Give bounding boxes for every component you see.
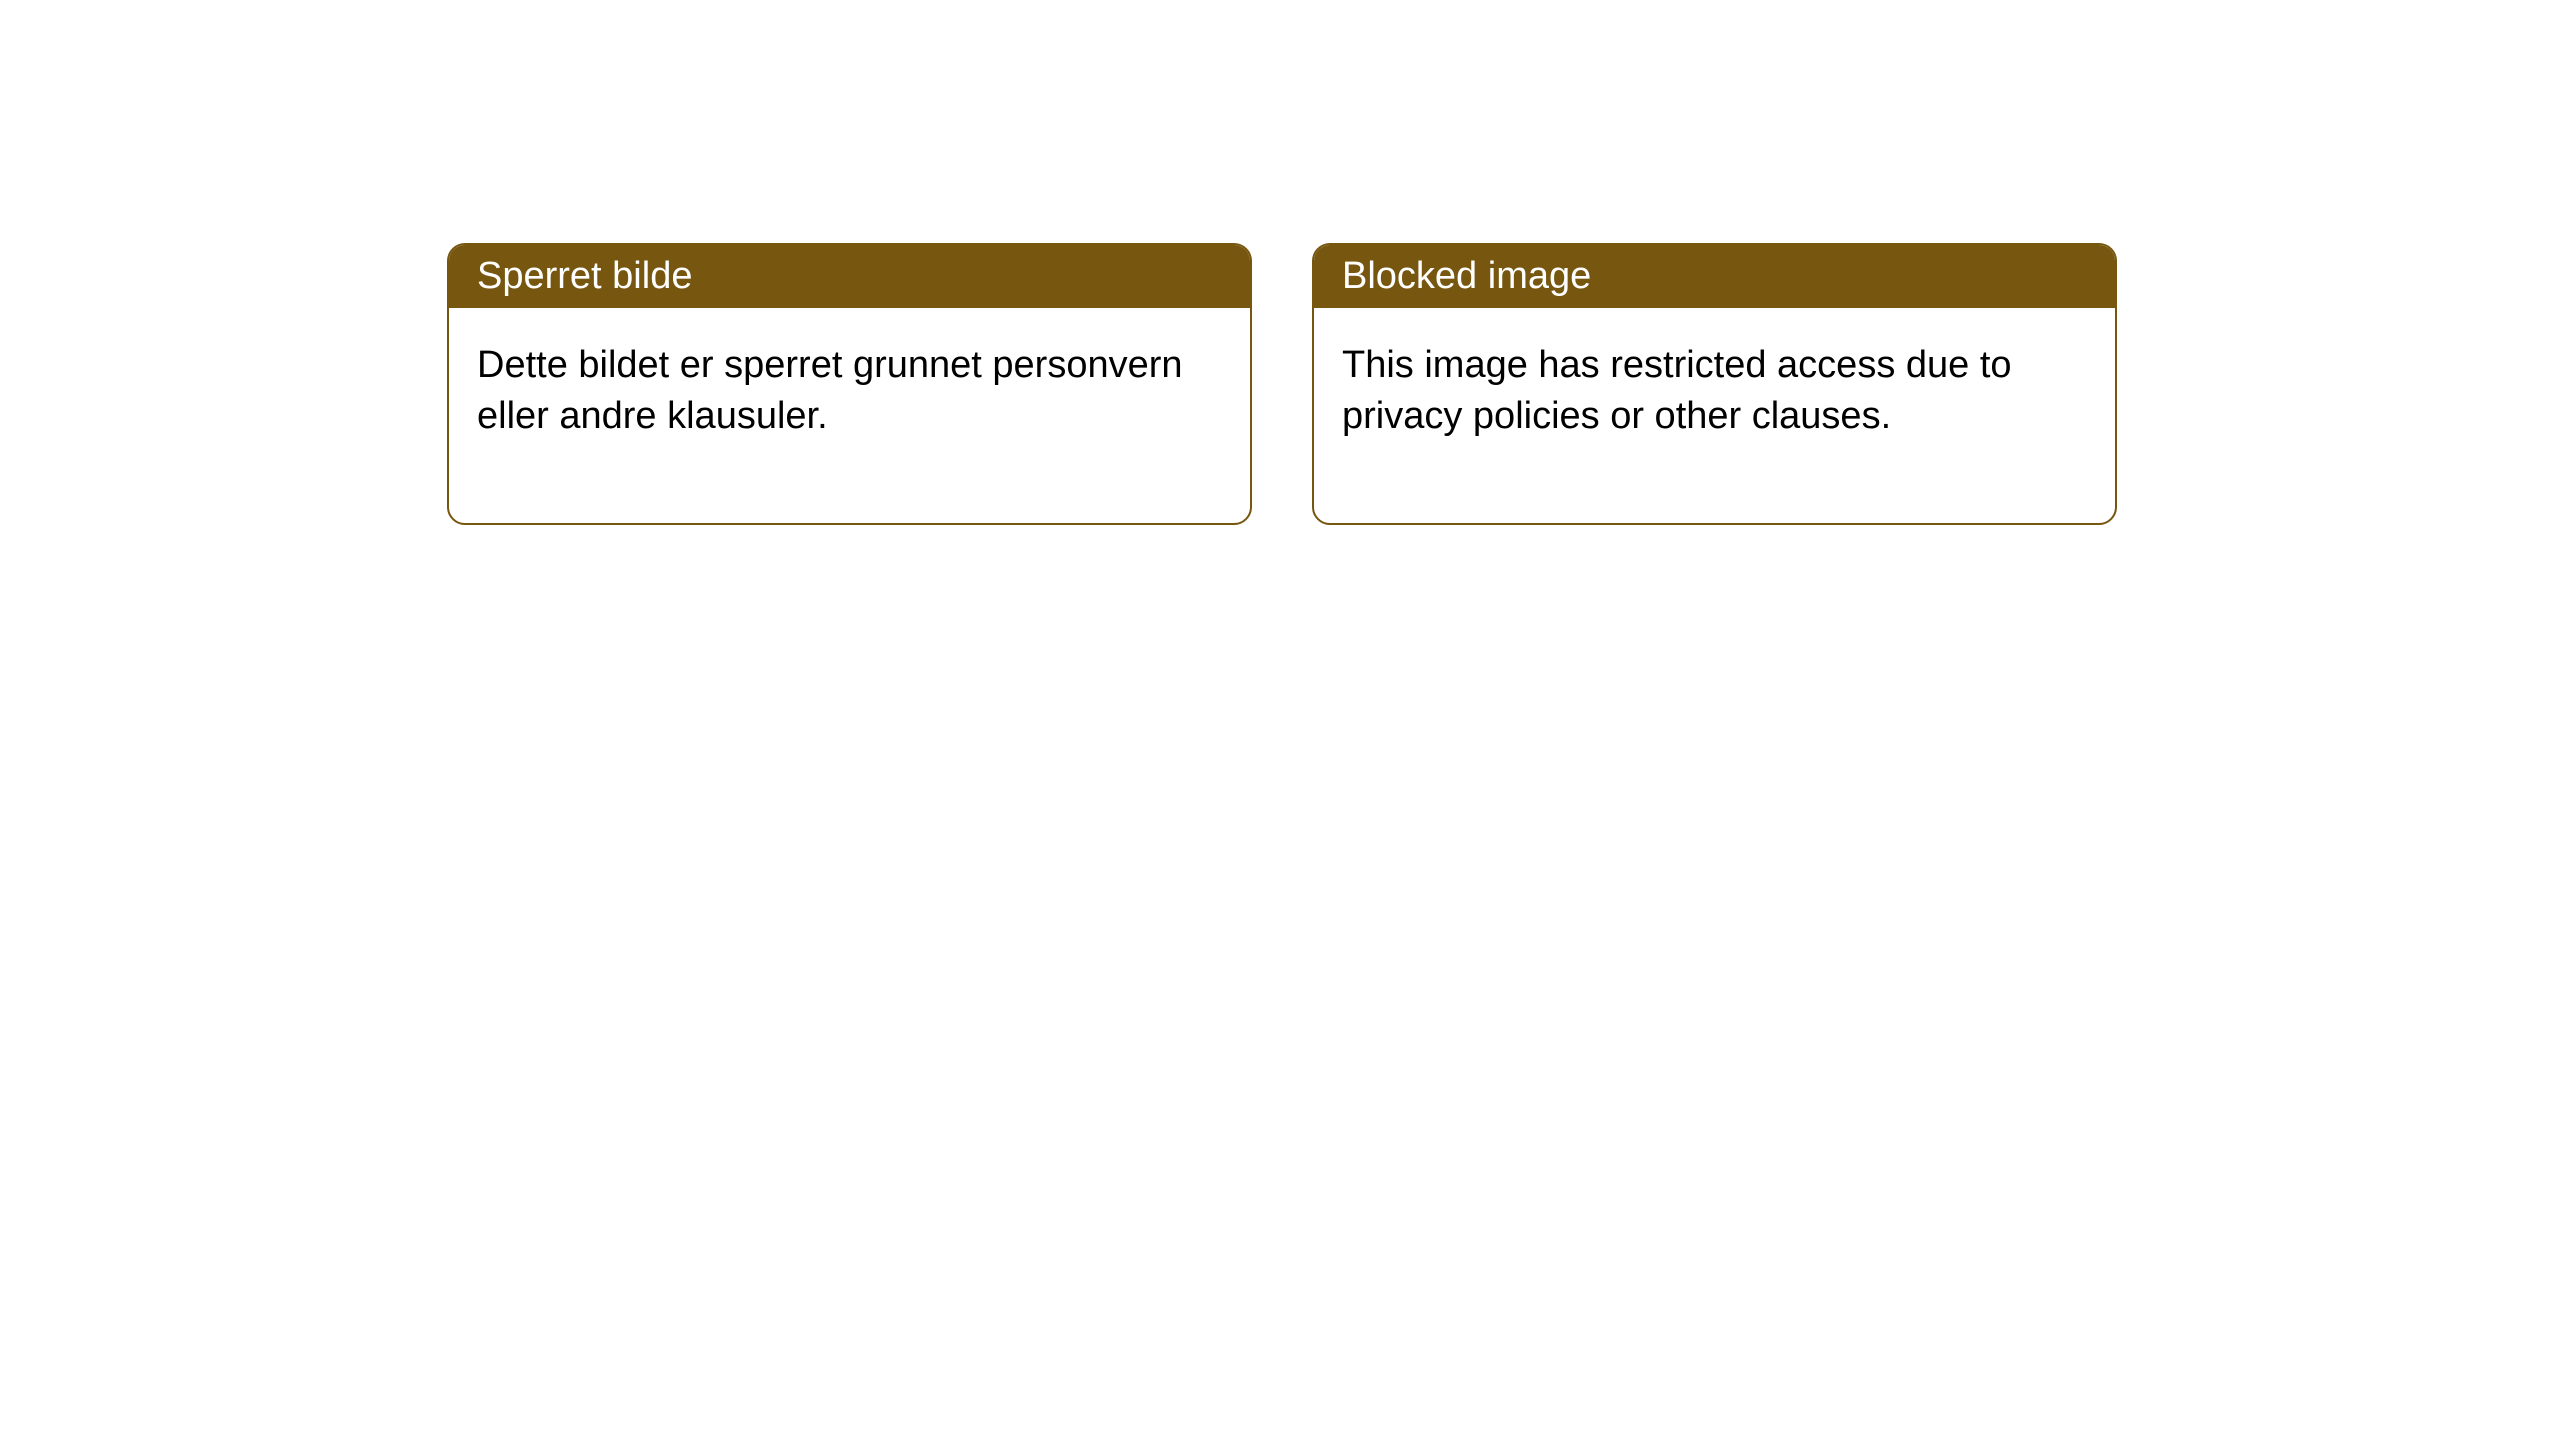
notice-card-english: Blocked image This image has restricted … — [1312, 243, 2117, 525]
notice-header: Blocked image — [1314, 245, 2115, 308]
notice-container: Sperret bilde Dette bildet er sperret gr… — [0, 0, 2560, 525]
notice-title: Blocked image — [1342, 255, 1591, 297]
notice-body: Dette bildet er sperret grunnet personve… — [449, 308, 1250, 523]
notice-title: Sperret bilde — [477, 255, 692, 297]
notice-body: This image has restricted access due to … — [1314, 308, 2115, 523]
notice-card-norwegian: Sperret bilde Dette bildet er sperret gr… — [447, 243, 1252, 525]
notice-body-text: Dette bildet er sperret grunnet personve… — [477, 344, 1183, 437]
notice-body-text: This image has restricted access due to … — [1342, 344, 2012, 437]
notice-header: Sperret bilde — [449, 245, 1250, 308]
